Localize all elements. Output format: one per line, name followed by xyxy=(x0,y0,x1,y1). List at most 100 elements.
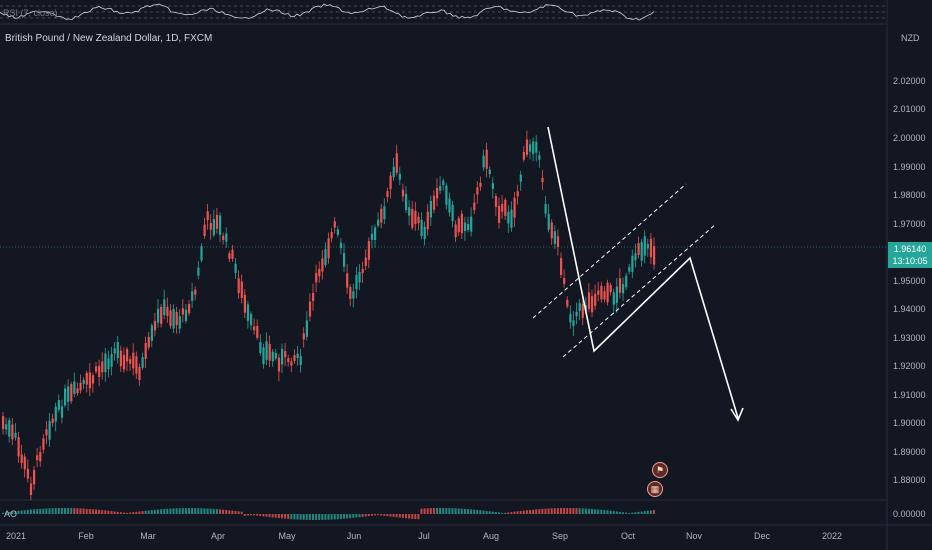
candle-body xyxy=(150,325,153,341)
ao-bar xyxy=(525,510,528,514)
ao-bar xyxy=(45,508,48,514)
ao-bar xyxy=(76,508,79,514)
bar-countdown: 13:10:05 xyxy=(892,256,928,266)
candle-body xyxy=(318,268,321,277)
ao-bar xyxy=(250,514,252,516)
candle-body xyxy=(420,219,423,237)
y-tick: 1.97000 xyxy=(893,219,926,229)
ao-bar xyxy=(597,509,600,514)
ao-bar xyxy=(336,514,339,520)
ao-bar xyxy=(553,508,556,514)
ao-bar xyxy=(491,511,494,514)
candle-body xyxy=(470,216,473,232)
ao-bar xyxy=(587,508,590,514)
rsi-indicator-label[interactable]: RSI (7, close) xyxy=(3,8,58,18)
ao-bar xyxy=(293,514,296,520)
candle-body xyxy=(197,267,200,276)
ao-bar xyxy=(519,510,522,514)
candle-body xyxy=(374,227,377,240)
candle-body xyxy=(330,231,333,239)
ao-bar xyxy=(240,511,243,514)
ao-bar xyxy=(463,508,466,514)
y-tick: 1.89000 xyxy=(893,447,926,457)
ao-bar xyxy=(20,510,23,514)
ao-bar xyxy=(42,508,45,514)
ao-bar xyxy=(178,508,181,514)
candle-body xyxy=(45,429,48,436)
candle-body xyxy=(36,455,39,461)
candle-body xyxy=(538,155,541,160)
candle-body xyxy=(448,198,451,213)
ao-bar xyxy=(504,512,507,514)
candle-body xyxy=(467,224,470,230)
ao-bar xyxy=(600,509,603,514)
ao-bar xyxy=(98,509,101,514)
channel-upper-line xyxy=(532,183,687,319)
candle-body xyxy=(67,386,70,402)
trend-drawings[interactable] xyxy=(532,126,744,422)
candle-body xyxy=(463,222,467,231)
ao-indicator-label[interactable]: AO xyxy=(4,509,18,519)
ao-bar xyxy=(119,512,122,514)
candle-body xyxy=(60,406,64,418)
x-tick: Jun xyxy=(346,531,362,541)
ao-bar xyxy=(367,514,370,517)
candle-body xyxy=(243,294,246,313)
candle-body xyxy=(259,342,262,354)
x-tick: Apr xyxy=(210,531,226,541)
candle-body xyxy=(519,174,522,182)
x-tick: Oct xyxy=(620,531,636,541)
ao-bar xyxy=(352,514,355,518)
candle-body xyxy=(212,219,215,236)
candle-body xyxy=(411,208,414,228)
x-tick: Mar xyxy=(140,531,156,541)
y-tick: 1.91000 xyxy=(893,390,926,400)
ao-bar xyxy=(609,510,612,514)
candle-body xyxy=(525,139,529,155)
ao-bar xyxy=(361,514,364,517)
candle-body xyxy=(454,224,457,238)
symbol-title[interactable]: British Pound / New Zealand Dollar, 1D, … xyxy=(5,33,213,44)
candle-body xyxy=(392,166,395,178)
ao-bar xyxy=(141,511,144,514)
ao-bar xyxy=(386,514,389,517)
candle-body xyxy=(451,204,454,222)
candle-body xyxy=(101,361,104,373)
candle-body xyxy=(405,193,408,211)
x-tick: Jul xyxy=(418,531,430,541)
candle-body xyxy=(234,263,237,273)
ao-bar xyxy=(522,510,525,514)
currency-label: NZD xyxy=(901,33,920,43)
candle-body xyxy=(265,341,268,360)
candle-body xyxy=(327,238,330,259)
candle-body xyxy=(2,416,5,430)
x-tick: Nov xyxy=(685,531,703,541)
ao-bar xyxy=(538,509,541,514)
ao-bar xyxy=(640,511,643,514)
ao-bar xyxy=(429,508,432,514)
candle-body xyxy=(643,236,646,256)
candle-body xyxy=(79,382,82,391)
ao-bar xyxy=(395,514,398,518)
ao-bar xyxy=(566,508,569,514)
candle-body xyxy=(184,309,188,321)
ao-bar xyxy=(622,512,624,514)
ao-bar xyxy=(147,510,150,514)
candle-body xyxy=(64,388,67,406)
ao-bar xyxy=(253,514,256,516)
candle-body xyxy=(569,313,572,323)
ao-bar xyxy=(439,508,442,514)
flag-icon[interactable]: ⚑ xyxy=(652,462,668,478)
ao-bar xyxy=(541,508,544,514)
candle-body xyxy=(172,309,175,329)
calendar-icon[interactable]: ▦ xyxy=(647,481,663,497)
x-tick: May xyxy=(278,531,296,541)
candle-body xyxy=(200,245,203,261)
ao-bar xyxy=(556,508,559,514)
ao-bar xyxy=(584,508,587,514)
ao-bar xyxy=(544,508,547,514)
ao-bar xyxy=(234,510,237,514)
ao-bar xyxy=(346,514,349,519)
candle-body xyxy=(581,303,584,318)
